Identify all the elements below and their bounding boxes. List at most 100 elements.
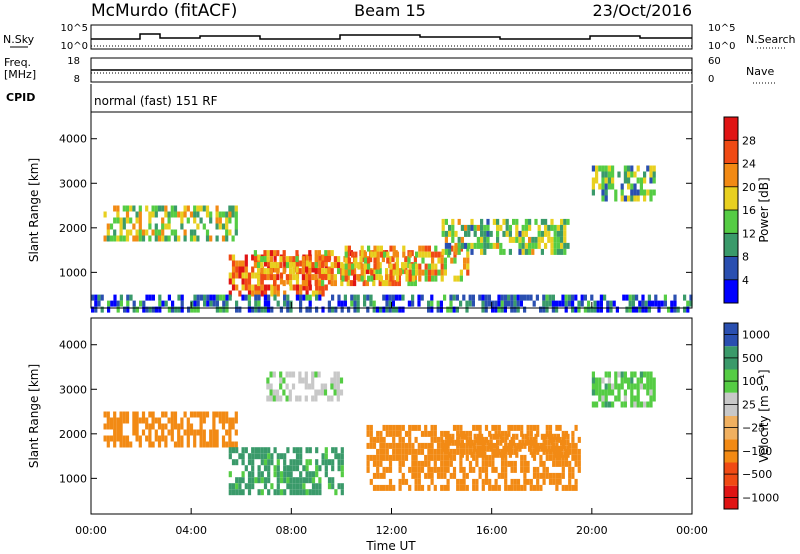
velocity-echo-cell [164,435,168,442]
velocity-echo-cell [157,417,162,424]
time-xlabel: Time UT [365,539,416,553]
velocity-echo-cell [330,383,334,390]
power-echo-cell [308,268,312,275]
power-echo-cell [497,300,501,307]
velocity-echo-cell [372,460,377,467]
power-echo-cell [199,205,203,212]
velocity-echo-cell [340,471,344,478]
power-echo-cell [617,171,621,178]
power-echo-cell [305,266,309,273]
power-echo-cell [238,306,242,313]
power-echo-cell [289,280,293,287]
velocity-echo-cell [633,401,637,408]
velocity-echo-cell [561,466,565,473]
power-echo-cell [311,262,315,269]
velocity-echo-cell [623,371,627,378]
velocity-echo-cell [340,447,344,454]
power-echo-cell [484,306,488,313]
power-echo-cell [157,229,162,236]
velocity-echo-cell [472,478,476,485]
velocity-echo-cell [151,411,155,418]
power-echo-cell [305,290,309,297]
power-echo-cell [385,268,389,275]
power-echo-cell [468,294,472,301]
power-echo-cell [183,229,187,236]
velocity-echo-cell [475,484,479,491]
power-echo-cell [225,235,229,242]
power-echo-cell [347,263,351,270]
velocity-echo-cell [430,454,434,461]
power-echo-cell [91,294,95,301]
power-echo-cell [273,250,277,257]
power-echo-cell [614,189,618,196]
power-echo-cell [285,256,289,263]
velocity-echo-cell [472,484,476,491]
velocity-colorbar-frame [723,322,739,510]
power-echo-cell [551,300,555,307]
velocity-echo-cell [109,435,114,442]
velocity-echo-cell [507,484,511,491]
velocity-echo-cell [643,383,647,390]
velocity-echo-cell [577,460,581,467]
power-echo-cell [113,294,117,301]
power-echo-cell [299,290,303,297]
power-echo-cell [513,294,517,301]
power-echo-cell [282,268,286,275]
power-echo-cell [318,260,322,267]
velocity-echo-cell [492,433,496,440]
velocity-echo-cell [235,489,239,496]
velocity-echo-cell [295,477,300,484]
power-echo-cell [385,306,389,313]
power-echo-cell [305,306,309,313]
velocity-echo-cell [480,451,484,458]
power-echo-cell [548,300,552,307]
power-echo-cell [599,294,603,301]
power-echo-cell [580,294,584,301]
power-echo-cell [221,211,226,218]
velocity-echo-cell [424,472,428,479]
velocity-echo-cell [260,447,264,454]
velocity-echo-cell [336,377,340,384]
velocity-echo-cell [459,484,463,491]
velocity-echo-cell [183,429,187,436]
power-echo-cell [139,300,143,307]
power-echo-cell [301,256,305,263]
velocity-echo-cell [193,435,197,442]
power-echo-cell [247,306,251,313]
power-echo-cell [235,266,239,273]
power-echo-cell [421,251,425,258]
power-echo-cell [205,205,210,212]
power-echo-cell [125,229,130,236]
power-echo-cell [234,217,238,224]
velocity-echo-cell [411,448,415,455]
power-echo-cell [590,294,594,301]
power-echo-cell [337,300,341,307]
power-echo-cell [460,242,464,249]
power-echo-cell [643,171,647,178]
power-echo-cell [623,165,627,172]
power-echo-cell [534,236,538,243]
power-echo-cell [516,300,520,307]
power-echo-cell [451,224,455,231]
power-echo-cell [266,268,270,275]
power-echo-cell [295,256,299,263]
velocity-echo-cell [257,465,261,472]
velocity-echo-cell [106,423,110,430]
velocity-echo-cell [649,377,653,384]
power-echo-cell [389,269,393,276]
velocity-echo-cell [385,430,389,437]
power-echo-cell [625,306,629,313]
velocity-echo-cell [560,451,564,458]
power-echo-cell [109,235,114,242]
velocity-echo-cell [199,411,203,418]
power-echo-cell [614,195,618,202]
power-echo-cell [547,224,551,231]
power-echo-cell [528,236,532,243]
power-echo-cell [267,300,271,307]
power-echo-cell [363,251,367,258]
velocity-echo-cell [288,389,292,396]
velocity-echo-cell [639,401,643,408]
power-echo-cell [113,235,117,242]
velocity-echo-cell [327,483,332,490]
velocity-echo-cell [607,389,611,396]
